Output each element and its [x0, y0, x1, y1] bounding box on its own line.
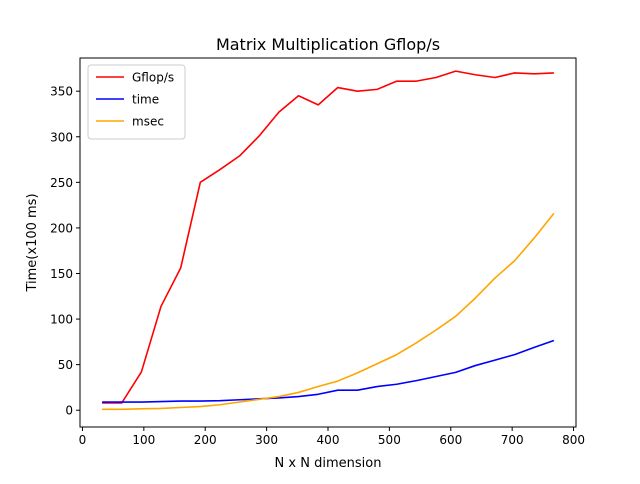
y-tick-label: 150: [50, 267, 73, 281]
x-tick-label: 0: [79, 433, 87, 447]
y-tick-label: 200: [50, 221, 73, 235]
chart-legend: Gflop/s time msec: [87, 64, 186, 140]
legend-label: Gflop/s: [132, 71, 174, 85]
series-line-msec: [102, 212, 555, 411]
x-tick-label: 300: [255, 433, 278, 447]
series-line-gflop-s: [102, 70, 554, 404]
x-axis-label: N x N dimension: [275, 456, 382, 471]
y-axis-label: Time(x100 ms): [25, 193, 40, 292]
y-tick-label: 100: [50, 313, 73, 327]
y-tick-label: 300: [50, 130, 73, 144]
legend-label: msec: [132, 115, 164, 129]
x-tick-label: 100: [132, 433, 155, 447]
plot-lines: [102, 70, 555, 411]
x-tick-label: 700: [501, 433, 524, 447]
series-line-time: [102, 339, 555, 403]
x-tick-label: 200: [194, 433, 217, 447]
chart-title: Matrix Multiplication Gflop/s: [216, 35, 440, 54]
x-tick-label: 800: [562, 433, 585, 447]
y-axis-ticks: 0 50 100 150 200 250 300 350: [50, 85, 80, 418]
x-tick-label: 500: [378, 433, 401, 447]
y-tick-label: 0: [65, 404, 73, 418]
y-tick-label: 250: [50, 176, 73, 190]
x-axis-ticks: 0 100 200 300 400 500 600 700 800: [79, 427, 585, 447]
y-tick-label: 50: [58, 358, 73, 372]
x-tick-label: 400: [317, 433, 340, 447]
x-tick-label: 600: [439, 433, 462, 447]
y-tick-label: 350: [50, 85, 73, 99]
legend-label: time: [132, 93, 159, 107]
